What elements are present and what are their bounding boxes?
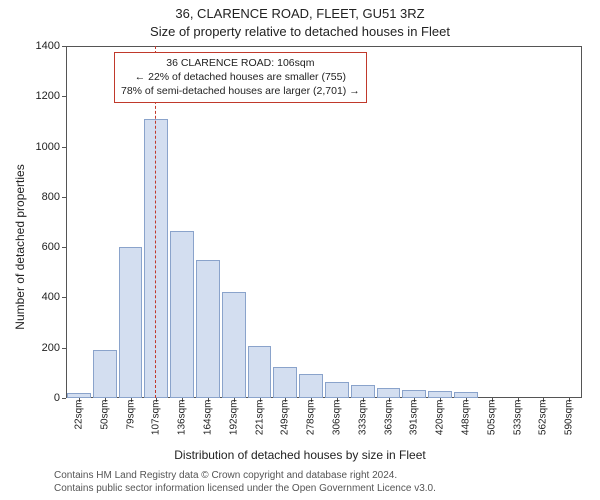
y-tick-label: 600 [10,241,60,253]
histogram-bar [299,374,323,398]
x-tick-label: 249sqm [280,400,291,440]
histogram-bar [273,367,297,398]
x-tick-label: 590sqm [564,400,575,440]
histogram-bar [428,391,452,398]
histogram-bar [222,292,246,398]
y-tick-label: 400 [10,291,60,303]
histogram-bar [144,119,168,398]
x-tick-label: 391sqm [409,400,420,440]
y-tick-mark [62,297,66,298]
y-tick-label: 0 [10,392,60,404]
x-axis-label: Distribution of detached houses by size … [0,448,600,462]
x-tick-label: 420sqm [435,400,446,440]
y-tick-label: 1400 [10,40,60,52]
x-tick-label: 505sqm [486,400,497,440]
y-tick-label: 800 [10,191,60,203]
x-tick-label: 533sqm [512,400,523,440]
y-tick-mark [62,147,66,148]
annotation-line: 78% of semi-detached houses are larger (… [121,84,360,98]
annotation-box: 36 CLARENCE ROAD: 106sqm← 22% of detache… [114,52,367,103]
plot-area: 22sqm50sqm79sqm107sqm136sqm164sqm192sqm2… [66,46,582,398]
x-tick-label: 278sqm [306,400,317,440]
x-tick-label: 50sqm [99,400,110,440]
footer-text: Contains HM Land Registry data © Crown c… [54,470,594,495]
x-tick-label: 164sqm [202,400,213,440]
y-tick-mark [62,197,66,198]
histogram-bar [170,231,194,398]
histogram-bar [93,350,117,398]
histogram-bar [402,390,426,398]
y-tick-label: 1200 [10,90,60,102]
x-tick-label: 136sqm [177,400,188,440]
x-tick-label: 192sqm [228,400,239,440]
y-tick-mark [62,398,66,399]
x-tick-label: 306sqm [331,400,342,440]
y-tick-mark [62,96,66,97]
x-tick-label: 221sqm [254,400,265,440]
y-tick-mark [62,46,66,47]
y-tick-label: 200 [10,342,60,354]
chart-title-line1: 36, CLARENCE ROAD, FLEET, GU51 3RZ [0,6,600,21]
footer-line-1: Contains HM Land Registry data © Crown c… [54,470,594,483]
footer-line-2: Contains public sector information licen… [54,483,594,496]
histogram-bar [119,247,143,398]
histogram-bar [351,385,375,398]
chart-root: 36, CLARENCE ROAD, FLEET, GU51 3RZ Size … [0,0,600,500]
histogram-bar [377,388,401,398]
annotation-line: ← 22% of detached houses are smaller (75… [121,70,360,84]
x-tick-label: 79sqm [125,400,136,440]
x-tick-label: 22sqm [73,400,84,440]
y-tick-label: 1000 [10,141,60,153]
histogram-bar [248,346,272,398]
histogram-bar [196,260,220,398]
y-tick-mark [62,247,66,248]
x-tick-label: 562sqm [538,400,549,440]
x-tick-label: 363sqm [383,400,394,440]
y-tick-mark [62,348,66,349]
x-tick-label: 448sqm [460,400,471,440]
x-tick-label: 107sqm [151,400,162,440]
annotation-line: 36 CLARENCE ROAD: 106sqm [121,56,360,70]
histogram-bar [325,382,349,398]
x-tick-label: 333sqm [357,400,368,440]
chart-title-line2: Size of property relative to detached ho… [0,24,600,39]
